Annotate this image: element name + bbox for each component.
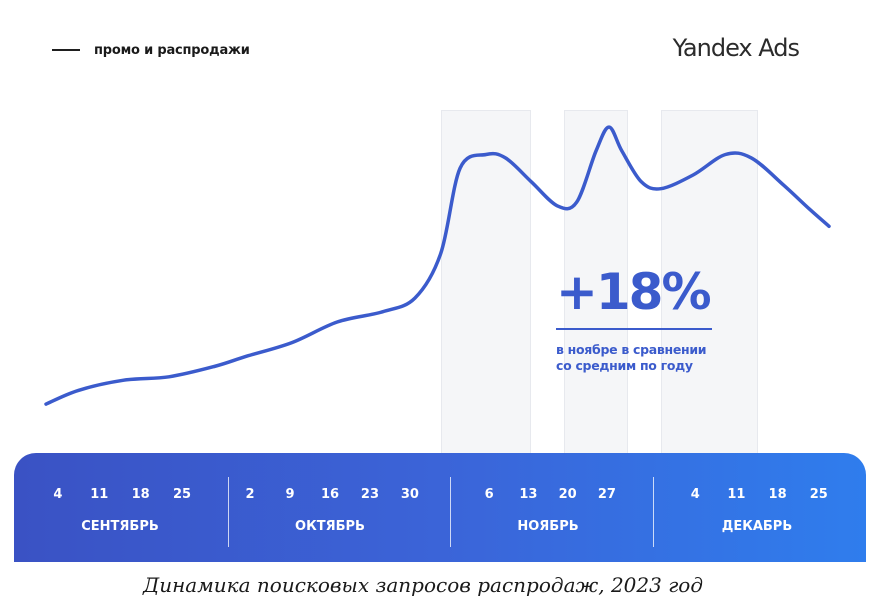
x-tick-label: 6 xyxy=(484,487,494,502)
x-tick-label: 18 xyxy=(131,487,150,502)
chart-caption: Динамика поисковых запросов распродаж, 2… xyxy=(142,573,704,597)
month-label: ДЕКАБРЬ xyxy=(721,519,793,534)
x-tick-label: 27 xyxy=(597,487,616,502)
x-tick-label: 9 xyxy=(285,487,295,502)
x-axis-band xyxy=(14,453,866,562)
month-label: СЕНТЯБРЬ xyxy=(81,519,159,534)
x-tick-label: 16 xyxy=(320,487,340,502)
legend-label: промо и распродажи xyxy=(94,42,250,58)
x-tick-label: 23 xyxy=(360,487,379,502)
legend-line-swatch xyxy=(52,49,80,51)
brand-logo: Yandex Ads xyxy=(672,34,800,62)
x-tick-label: 4 xyxy=(690,487,700,502)
x-tick-label: 11 xyxy=(727,487,746,502)
growth-callout: +18% в ноябре в сравнении со средним по … xyxy=(556,262,716,374)
x-tick-label: 18 xyxy=(768,487,787,502)
series-line-1 xyxy=(44,125,831,406)
month-divider xyxy=(450,477,451,547)
callout-line-2: со средним по году xyxy=(556,358,693,373)
promo-period-2 xyxy=(563,110,629,454)
month-divider xyxy=(228,477,229,547)
month-label: ОКТЯБРЬ xyxy=(295,519,365,534)
x-tick-label: 25 xyxy=(809,487,828,502)
x-tick-label: 11 xyxy=(90,487,109,502)
callout-rule xyxy=(556,328,712,330)
x-tick-label: 2 xyxy=(245,487,255,502)
legend: промо и распродажи xyxy=(52,40,250,60)
x-tick-label: 20 xyxy=(558,487,577,502)
promo-period-3 xyxy=(660,110,758,454)
x-tick-label: 4 xyxy=(53,487,63,502)
x-tick-label: 25 xyxy=(173,487,192,502)
callout-line-1: в ноябре в сравнении xyxy=(556,342,707,357)
callout-value: +18% xyxy=(556,263,712,321)
x-tick-label: 30 xyxy=(400,487,419,502)
month-label: НОЯБРЬ xyxy=(517,519,579,534)
month-divider xyxy=(653,477,654,547)
callout-text: в ноябре в сравнении со средним по году xyxy=(556,342,716,374)
x-tick-label: 13 xyxy=(519,487,538,502)
